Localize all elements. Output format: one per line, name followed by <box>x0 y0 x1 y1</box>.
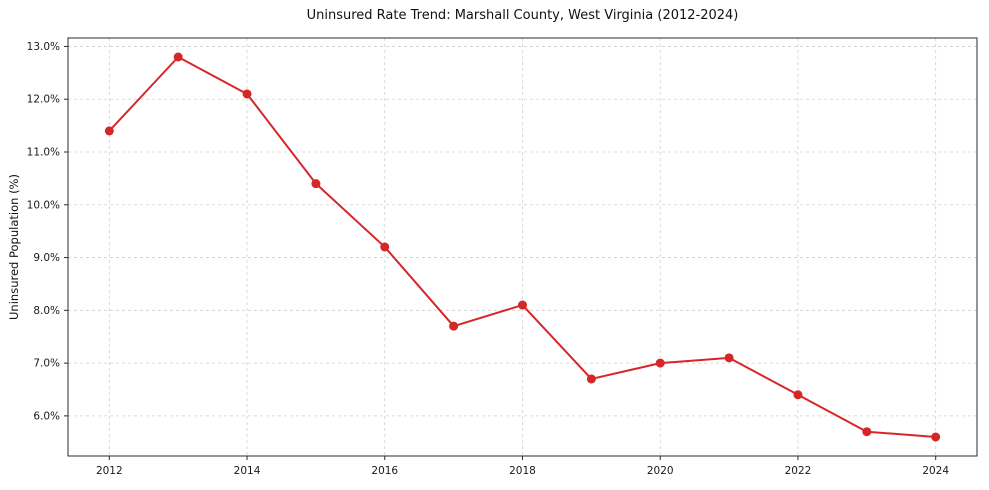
y-tick-label: 7.0% <box>33 358 60 370</box>
plot-border <box>67 37 978 457</box>
data-point-marker <box>311 179 321 189</box>
x-tick-label: 2016 <box>371 465 398 477</box>
data-point-marker <box>724 353 734 363</box>
x-tick-label: 2020 <box>647 465 674 477</box>
y-tick-label: 11.0% <box>27 147 60 159</box>
y-tick-label: 6.0% <box>33 410 60 422</box>
chart-title: Uninsured Rate Trend: Marshall County, W… <box>306 8 739 23</box>
y-tick-label: 10.0% <box>27 199 60 211</box>
x-tick-label: 2022 <box>785 465 812 477</box>
y-tick-label: 8.0% <box>33 305 60 317</box>
data-point-marker <box>793 390 803 400</box>
data-point-marker <box>655 358 665 368</box>
x-tick-label: 2024 <box>922 465 949 477</box>
data-point-marker <box>449 321 459 331</box>
data-point-marker <box>931 432 941 442</box>
y-tick-label: 12.0% <box>27 94 60 106</box>
y-tick-label: 13.0% <box>27 41 60 53</box>
data-point-marker <box>242 89 252 99</box>
data-point-marker <box>380 242 390 252</box>
data-point-marker <box>173 52 183 62</box>
y-tick-label: 9.0% <box>33 252 60 264</box>
x-tick-label: 2018 <box>509 465 536 477</box>
data-point-marker <box>586 374 596 384</box>
data-point-marker <box>862 427 872 437</box>
data-point-marker <box>518 300 527 310</box>
data-point-marker <box>104 126 114 136</box>
x-tick-label: 2014 <box>234 465 261 477</box>
x-tick-label: 2012 <box>96 465 123 477</box>
